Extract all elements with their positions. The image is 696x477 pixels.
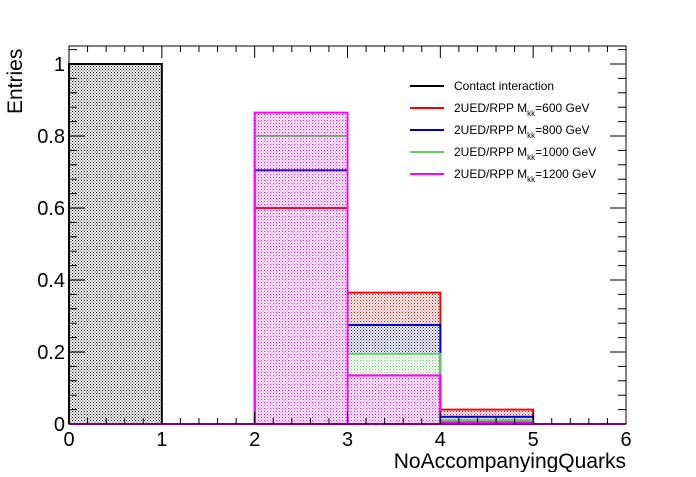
histogram-bar: [69, 64, 162, 424]
x-tick-label: 2: [249, 429, 260, 451]
tick-labels: 0 1 2 3 4 5 6 0 0.2 0.4 0.6 0.8 1: [37, 54, 631, 451]
y-tick-label: 0.4: [37, 270, 65, 292]
x-tick-label: 0: [63, 429, 74, 451]
y-tick-label: 0.6: [37, 198, 65, 220]
y-tick-label: 0: [54, 414, 65, 436]
legend-label: 2UED/RPP Mkk=800 GeV: [454, 123, 590, 140]
x-tick-label: 1: [156, 429, 167, 451]
x-tick-label: 3: [342, 429, 353, 451]
y-axis-title: Entries: [4, 49, 27, 114]
legend-item: Contact interaction: [410, 79, 554, 93]
legend-item: 2UED/RPP Mkk=600 GeV: [410, 101, 590, 118]
x-tick-label: 4: [435, 429, 446, 451]
x-tick-label: 6: [620, 429, 631, 451]
histogram-bar: [347, 375, 441, 424]
histogram-bar: [254, 112, 348, 424]
legend-item: 2UED/RPP Mkk=1000 GeV: [410, 145, 596, 162]
histogram-bar-outline: [346, 374, 442, 424]
legend-item: 2UED/RPP Mkk=800 GeV: [410, 123, 590, 140]
axis-ticks: [68, 46, 627, 425]
histogram-bars: [68, 63, 626, 425]
legend-item: 2UED/RPP Mkk=1200 GeV: [410, 167, 596, 184]
histogram-bar-outline: [253, 111, 349, 424]
x-tick-label: 5: [528, 429, 539, 451]
legend-label: 2UED/RPP Mkk=1200 GeV: [454, 167, 596, 184]
y-tick-label: 0.2: [37, 342, 65, 364]
x-axis-title: NoAccompanyingQuarks: [394, 450, 626, 472]
y-tick-label: 1: [54, 54, 65, 76]
legend-label: Contact interaction: [454, 79, 554, 93]
legend-label: 2UED/RPP Mkk=600 GeV: [454, 101, 590, 118]
legend: Contact interaction 2UED/RPP Mkk=600 GeV 2…: [410, 79, 596, 184]
y-tick-label: 0.8: [37, 126, 65, 148]
legend-label: 2UED/RPP Mkk=1000 GeV: [454, 145, 596, 162]
